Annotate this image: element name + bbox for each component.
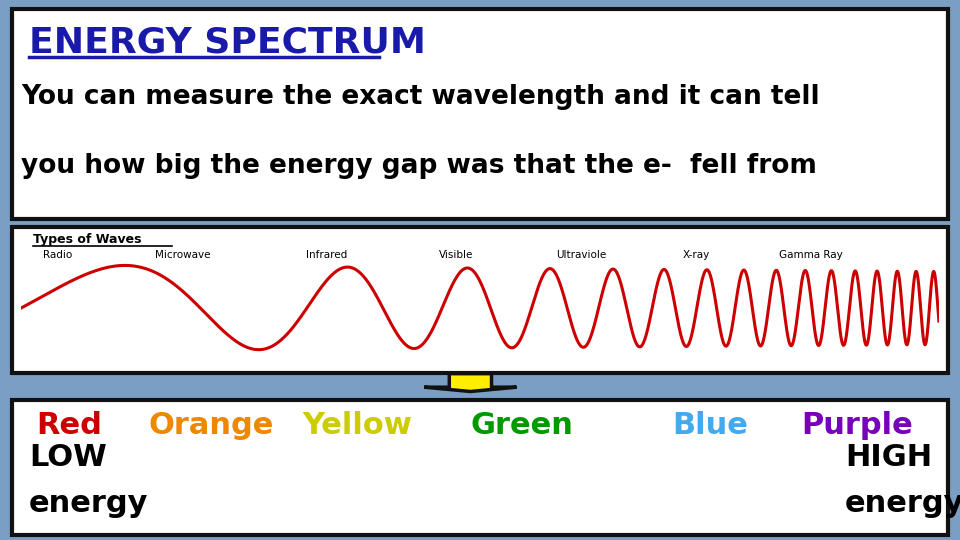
- FancyBboxPatch shape: [12, 227, 948, 373]
- Text: LOW: LOW: [29, 443, 107, 472]
- Text: Ultraviole: Ultraviole: [556, 250, 606, 260]
- Text: energy: energy: [29, 489, 148, 518]
- Text: Orange: Orange: [149, 411, 275, 440]
- Text: X-ray: X-ray: [683, 250, 709, 260]
- Text: You can measure the exact wavelength and it can tell: You can measure the exact wavelength and…: [21, 84, 820, 110]
- Text: Blue: Blue: [672, 411, 748, 440]
- FancyBboxPatch shape: [12, 9, 948, 219]
- Text: Infrared: Infrared: [306, 250, 347, 260]
- Text: Red: Red: [36, 411, 103, 440]
- Text: Visible: Visible: [439, 250, 473, 260]
- Text: ENERGY SPECTRUM: ENERGY SPECTRUM: [29, 25, 425, 59]
- Text: Microwave: Microwave: [155, 250, 210, 260]
- Text: you how big the energy gap was that the e-  fell from: you how big the energy gap was that the …: [21, 153, 817, 179]
- Text: HIGH: HIGH: [845, 443, 932, 472]
- Text: Green: Green: [470, 411, 573, 440]
- Polygon shape: [424, 374, 516, 391]
- FancyBboxPatch shape: [12, 400, 948, 535]
- Text: energy: energy: [845, 489, 960, 518]
- Text: Purple: Purple: [802, 411, 913, 440]
- Text: Yellow: Yellow: [302, 411, 412, 440]
- Text: Radio: Radio: [43, 250, 72, 260]
- Text: Gamma Ray: Gamma Ray: [780, 250, 843, 260]
- Text: Types of Waves: Types of Waves: [33, 233, 141, 246]
